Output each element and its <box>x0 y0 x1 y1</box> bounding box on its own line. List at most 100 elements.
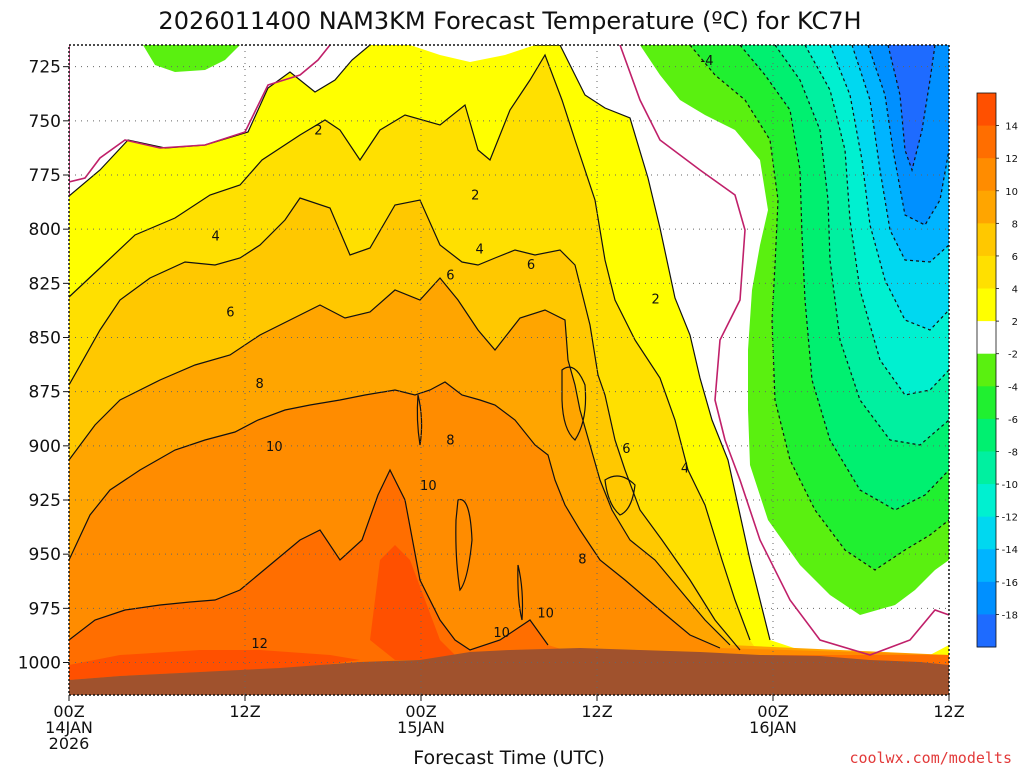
gridlines <box>69 45 949 695</box>
y-axis: 725 750 775 800 825 850 875 900 925 950 975 1000 <box>18 58 69 674</box>
credit-text: coolwx.com/modelts <box>849 749 1012 767</box>
contour-label: 6 <box>226 306 234 321</box>
y-tick-label: 875 <box>29 383 61 403</box>
contour-label: 12 <box>251 637 268 652</box>
colorbar-label: 6 <box>1012 252 1018 263</box>
colorbar-frame <box>976 92 997 648</box>
contour-label: -4 <box>701 54 714 69</box>
band-gt14 <box>370 545 455 660</box>
colorbar-swatch <box>977 581 996 615</box>
y-tick-label: 725 <box>29 58 61 78</box>
colorbar-label: -8 <box>1008 447 1018 458</box>
colorbar-swatch <box>977 288 996 322</box>
x-tick-label: 12Z <box>933 702 964 721</box>
x-tick-label: 2026 <box>49 734 90 753</box>
y-tick-label: 925 <box>29 491 61 511</box>
colorbar-swatch <box>977 255 996 290</box>
colorbar-label: 4 <box>1012 285 1018 296</box>
plot-frame <box>68 44 950 696</box>
band-12-14 <box>69 470 949 695</box>
contour-label: 10 <box>493 626 510 641</box>
colorbar-swatch <box>977 484 996 518</box>
contour-2 <box>69 45 771 641</box>
colorbar-swatch <box>977 418 996 452</box>
x-tick-label: 12Z <box>229 702 260 721</box>
colorbar-label: -14 <box>1002 545 1018 556</box>
colorbar-label: 14 <box>1005 122 1018 133</box>
contour-labels: -4 2 2 2 4 4 4 6 6 6 6 8 8 8 10 10 10 10 12 <box>212 54 714 652</box>
colorbar-swatch <box>977 451 996 485</box>
contour-loop-a <box>561 366 587 441</box>
contour-label: 10 <box>266 440 283 455</box>
colorbar-swatch <box>977 321 996 355</box>
y-tick-label: 825 <box>29 274 61 294</box>
contour-label: 6 <box>622 442 630 457</box>
colorbar-label: -4 <box>1008 382 1018 393</box>
contour-loop-e <box>517 564 524 621</box>
y-tick-label: 775 <box>29 166 61 186</box>
x-tick-label: 14JAN <box>45 718 93 737</box>
plot-area <box>69 45 949 695</box>
colorbar-swatch <box>977 93 996 127</box>
contour-loop-d <box>604 475 636 516</box>
colorbar-swatch <box>977 125 996 159</box>
freezing-lines <box>69 45 949 656</box>
contour-12 <box>69 468 549 651</box>
contour-label: 2 <box>471 189 479 204</box>
contour-label: 4 <box>476 243 484 258</box>
colorbar-label: -18 <box>1002 610 1018 621</box>
contour-label: 6 <box>446 269 454 284</box>
y-tick-label: 750 <box>29 112 61 132</box>
band-neg2-patch <box>143 45 240 72</box>
contour-10 <box>69 381 721 649</box>
x-tick-label: 16JAN <box>749 718 797 737</box>
x-tick-label: 00Z <box>757 702 788 721</box>
contour-8 <box>69 277 731 646</box>
contour-loop-b <box>455 498 473 592</box>
contour-label: 2 <box>314 124 322 139</box>
y-tick-label: 975 <box>29 599 61 619</box>
colorbar-label: -12 <box>1002 513 1018 524</box>
colorbar-label: 10 <box>1005 187 1018 198</box>
colorbar-label: -16 <box>1002 578 1018 589</box>
contour-4 <box>69 53 751 641</box>
contour-label: 8 <box>578 553 586 568</box>
band-lt-neg18 <box>888 45 935 170</box>
contour-label: 10 <box>420 479 437 494</box>
band-gt14-west <box>69 650 360 680</box>
contour-6 <box>69 197 741 651</box>
contour-label: 4 <box>681 462 689 477</box>
colorbar: 14 12 10 8 6 4 2 -2 -4 -6 -8 -10 -12 -14 -16 -18 <box>976 92 1018 648</box>
chart-title: 2026011400 NAM3KM Forecast Temperature (… <box>158 7 861 35</box>
colorbar-label: 8 <box>1012 219 1018 230</box>
colorbar-swatch <box>977 223 996 257</box>
y-tick-label: 850 <box>29 329 61 349</box>
x-tick-label: 00Z <box>405 702 436 721</box>
x-tick-label: 15JAN <box>397 718 445 737</box>
contour-label: 4 <box>212 230 220 245</box>
contour-label: 8 <box>256 377 264 392</box>
x-axis-label: Forecast Time (UTC) <box>413 747 604 768</box>
colorbar-label: -2 <box>1008 350 1018 361</box>
colorbar-label: -10 <box>1002 480 1018 491</box>
y-tick-label: 1000 <box>18 654 61 674</box>
contour-label: 2 <box>652 293 660 308</box>
colorbar-swatch <box>977 190 996 224</box>
contour-label: 8 <box>446 433 454 448</box>
contour-label: 6 <box>527 258 535 273</box>
colorbar-swatch <box>977 549 996 583</box>
colorbar-swatch <box>977 158 996 192</box>
colorbar-swatch <box>977 386 996 420</box>
y-tick-label: 800 <box>29 220 61 240</box>
contour-loop-c <box>416 394 423 446</box>
contour-lines <box>69 45 949 651</box>
contour-label: 10 <box>537 607 554 622</box>
ground-terrain <box>69 648 949 695</box>
colorbar-swatch <box>977 614 996 648</box>
colorbar-label: -6 <box>1008 415 1018 426</box>
y-tick-label: 900 <box>29 437 61 457</box>
colorbar-label: 12 <box>1005 154 1018 165</box>
colorbar-swatch <box>977 353 996 387</box>
